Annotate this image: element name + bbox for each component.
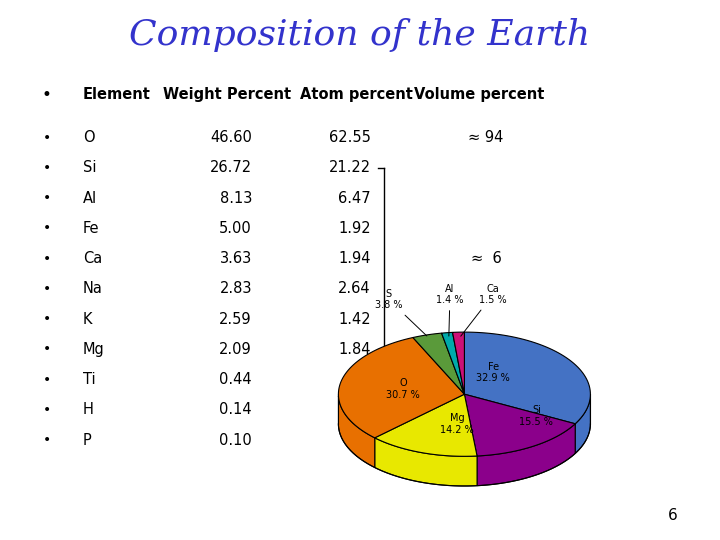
Text: Al
1.4 %: Al 1.4 % [436,284,464,336]
Text: •: • [42,312,51,326]
Text: Element: Element [83,87,150,102]
Polygon shape [413,333,464,394]
Text: S
3.8 %: S 3.8 % [375,289,427,336]
Text: Weight Percent: Weight Percent [163,87,291,102]
Text: Si
15.5 %: Si 15.5 % [519,405,554,427]
Text: Ca
1.5 %: Ca 1.5 % [461,284,507,336]
Polygon shape [441,333,464,394]
Text: Mg
14.2 %: Mg 14.2 % [441,413,474,435]
Text: 1.94: 1.94 [338,251,371,266]
Text: O
30.7 %: O 30.7 % [387,378,420,400]
Text: Na: Na [83,281,103,296]
Polygon shape [464,332,590,424]
Text: •: • [42,282,51,296]
Text: Fe
32.9 %: Fe 32.9 % [477,362,510,383]
Text: 2.64: 2.64 [338,281,371,296]
Text: •: • [42,191,51,205]
Polygon shape [374,438,477,486]
Text: K: K [83,312,92,327]
Polygon shape [464,394,575,456]
Text: •: • [42,221,51,235]
Text: Ti: Ti [83,372,96,387]
Text: 5.00: 5.00 [220,221,252,236]
Text: 2.59: 2.59 [220,312,252,327]
Text: Volume percent: Volume percent [413,87,544,102]
Text: •: • [42,342,51,356]
Text: 1.84: 1.84 [338,342,371,357]
Text: 8.13: 8.13 [220,191,252,206]
Text: Mg: Mg [83,342,104,357]
Text: 62.55: 62.55 [329,130,371,145]
Text: Fe: Fe [83,221,99,236]
Text: O: O [83,130,94,145]
Polygon shape [453,332,464,394]
Text: 2.83: 2.83 [220,281,252,296]
Text: Composition of the Earth: Composition of the Earth [130,18,590,52]
Polygon shape [374,394,477,456]
Text: •: • [42,161,51,175]
Text: •: • [42,252,51,266]
Text: •: • [42,131,51,145]
Text: Ca: Ca [83,251,102,266]
Text: ≈  6: ≈ 6 [471,251,501,266]
Polygon shape [477,424,575,485]
Text: 1.92: 1.92 [338,221,371,236]
Text: 0.14: 0.14 [220,402,252,417]
Polygon shape [338,396,374,468]
Text: 2.09: 2.09 [220,342,252,357]
Text: 6.47: 6.47 [338,191,371,206]
Text: 0.10: 0.10 [220,433,252,448]
Text: •: • [42,403,51,417]
Text: Si: Si [83,160,96,176]
Text: 21.22: 21.22 [328,160,371,176]
Text: H: H [83,402,94,417]
Text: •: • [42,433,51,447]
Text: 3.63: 3.63 [220,251,252,266]
Text: •: • [42,373,51,387]
Text: 1.42: 1.42 [338,312,371,327]
Text: Al: Al [83,191,97,206]
Text: ≈ 94: ≈ 94 [468,130,504,145]
Polygon shape [575,395,590,454]
Text: •: • [42,85,52,104]
Polygon shape [338,338,464,438]
Text: Atom percent: Atom percent [300,87,413,102]
Text: 46.60: 46.60 [210,130,252,145]
Text: P: P [83,433,91,448]
Text: 26.72: 26.72 [210,160,252,176]
Text: 6: 6 [668,508,678,523]
Text: 0.44: 0.44 [220,372,252,387]
